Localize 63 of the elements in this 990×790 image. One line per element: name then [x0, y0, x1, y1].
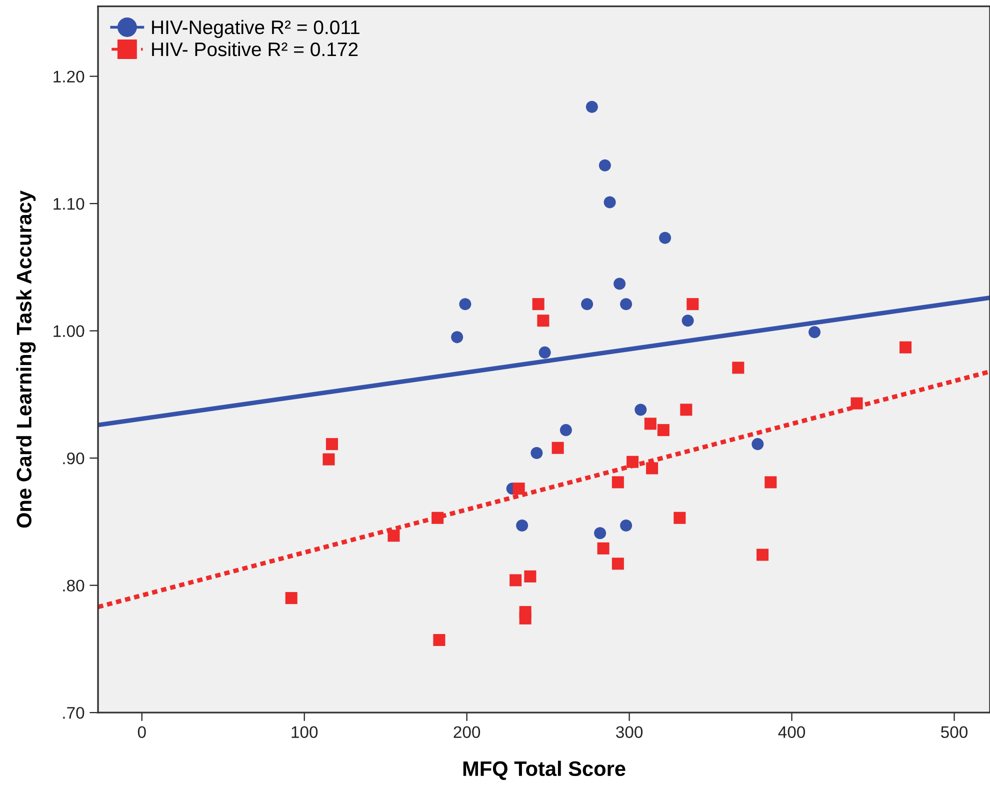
point — [512, 482, 525, 495]
point — [510, 574, 522, 586]
point — [432, 512, 444, 524]
point — [581, 298, 594, 310]
point — [519, 612, 532, 624]
point — [620, 520, 632, 532]
point — [516, 520, 528, 532]
point — [530, 446, 543, 459]
x-tick-label: 300 — [616, 726, 643, 738]
point — [326, 438, 338, 450]
point — [900, 341, 912, 354]
point — [433, 634, 446, 646]
point — [612, 558, 624, 570]
x-tick-label: 500 — [941, 726, 968, 738]
point — [560, 424, 572, 436]
point — [597, 542, 610, 554]
point — [764, 476, 777, 488]
y-tick-label: .70 — [63, 706, 84, 719]
point — [732, 362, 744, 374]
y-tick-label: 1.00 — [54, 325, 84, 338]
x-tick-label: 400 — [778, 726, 806, 738]
point — [850, 397, 863, 410]
x-axis-title: MFQ Total Score — [463, 760, 626, 780]
x-tick-label: 0 — [138, 726, 146, 738]
point — [620, 298, 632, 310]
point — [808, 326, 821, 338]
point — [322, 453, 335, 466]
point — [682, 314, 694, 327]
point — [594, 527, 606, 540]
x-tick-label: 100 — [292, 726, 318, 738]
point — [459, 298, 472, 310]
point — [537, 314, 550, 327]
legend-label: HIV-Negative R² = 0.011 — [152, 20, 360, 38]
y-tick-label: 1.20 — [54, 70, 84, 83]
point — [614, 278, 626, 290]
point — [657, 424, 670, 436]
point — [644, 418, 656, 430]
point — [674, 512, 686, 524]
point — [586, 100, 598, 113]
point — [612, 476, 624, 488]
y-tick-label: 1.10 — [54, 198, 84, 210]
point — [524, 570, 536, 582]
x-tick-label: 200 — [454, 726, 480, 738]
point — [659, 232, 672, 244]
point — [604, 196, 616, 208]
point — [451, 331, 464, 344]
point — [538, 346, 551, 358]
point — [626, 456, 639, 468]
point — [598, 159, 611, 172]
legend-label: HIV- Positive R² = 0.172 — [152, 42, 358, 56]
point — [680, 404, 692, 416]
y-tick-label: .90 — [63, 452, 84, 464]
point — [752, 438, 764, 450]
point — [532, 298, 544, 310]
y-tick-label: .80 — [63, 580, 84, 592]
point — [552, 442, 564, 454]
point — [756, 548, 769, 561]
point — [285, 592, 298, 604]
y-axis-title: One Card Learning Task Accuracy — [16, 190, 36, 528]
point — [388, 530, 400, 542]
point — [634, 404, 647, 416]
point — [686, 298, 699, 310]
point — [646, 462, 658, 474]
